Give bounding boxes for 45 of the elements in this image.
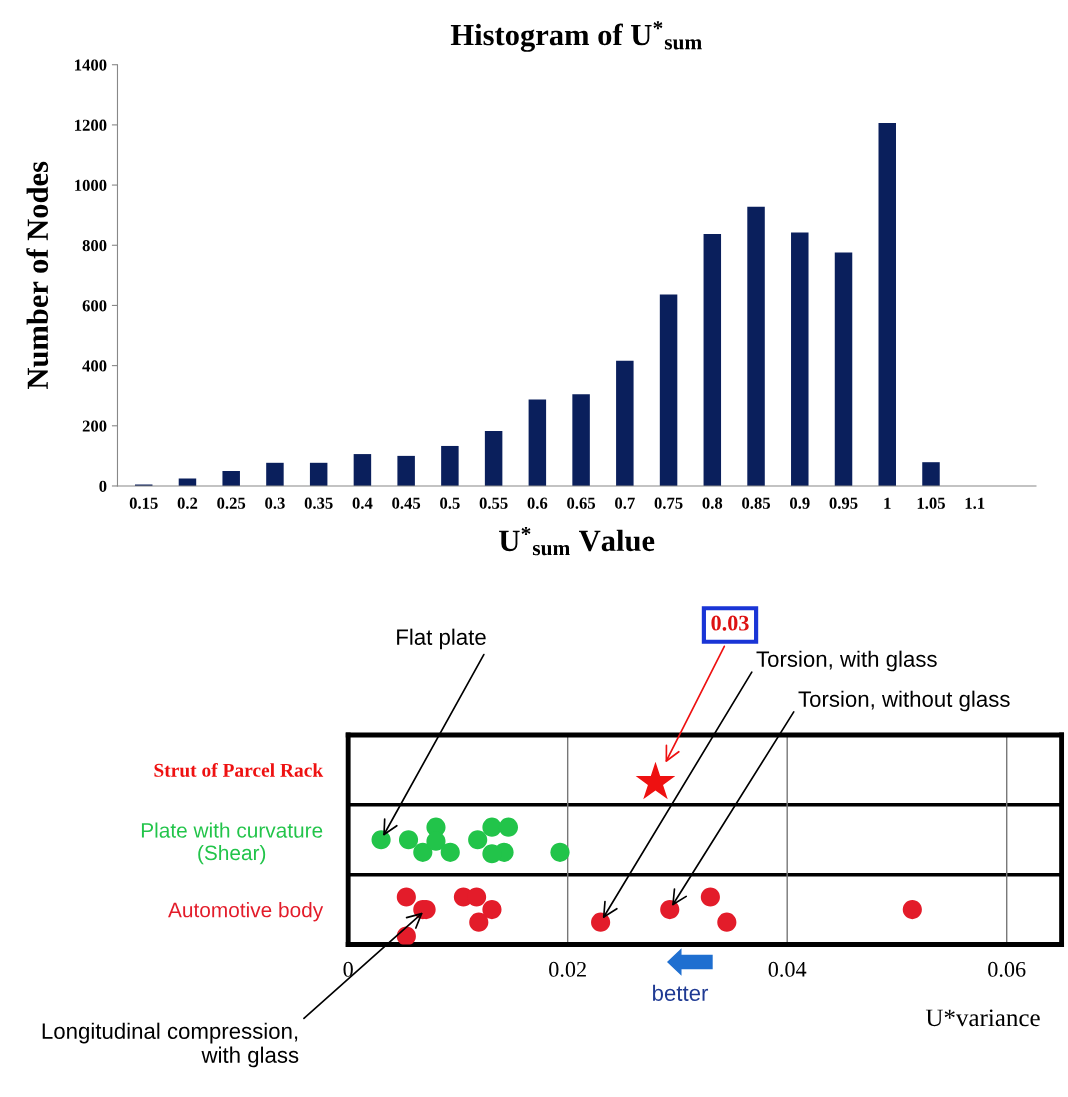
y-tick-label: Plate with curvature (Shear) [141,822,323,865]
x-tick-label: 0.9 [790,497,810,509]
x-tick-label: 0.7 [615,497,635,509]
y-tick-label: 1000 [75,179,107,192]
y-tick-label: 600 [82,300,107,312]
x-tick-label: 0.04 [768,961,807,977]
y-tick-label: 1200 [75,119,107,131]
x-tick-label: 0.95 [829,497,858,509]
x-tick-label: 0 [343,961,353,977]
x-tick-label: 0.4 [352,497,373,509]
x-tick-label: 0.8 [702,497,723,509]
y-tick-label: 400 [82,360,107,372]
text: 0.03 [711,615,749,631]
x-tick-label: 0.02 [549,961,586,977]
x-tick-label: 0.06 [988,961,1026,977]
x-axis-title: U$^{*}$$_{sum}$ Value [499,526,655,556]
x-tick-label: 0.85 [742,497,771,509]
x-tick-label: 0.45 [392,497,421,509]
x-tick-label: 0.55 [479,497,508,509]
x-tick-label: 1.05 [917,497,945,509]
y-tick-label: 200 [82,420,107,432]
x-tick-label: 0.6 [527,497,548,509]
text: better [653,984,709,1001]
annotation: Longitudinal compression, with glass [42,1022,299,1068]
x-tick-label: 0.35 [304,497,333,509]
x-axis-title: U*variance [925,1009,1040,1027]
y-tick-label: Automotive body [168,902,324,922]
y-tick-label: 800 [82,239,107,252]
x-tick-label: 0.75 [654,497,683,509]
x-tick-label: 1.1 [965,497,985,509]
x-tick-label: 0.3 [265,497,285,509]
y-axis-title: Number of Nodes [26,161,49,390]
x-tick-label: 0.65 [567,497,596,509]
x-tick-label: 0.15 [129,497,158,509]
annotation: Torsion, without glass [798,690,1010,712]
y-tick-label: 0 [99,480,107,492]
x-tick-label: 0.5 [440,497,460,509]
y-tick-label: Strut of Parcel Rack [154,762,324,777]
chart-title: Histogram of U$^{*}$$_{sum}$ [450,21,702,52]
x-tick-label: 1 [884,497,891,509]
y-tick-label: 1400 [75,59,107,71]
x-tick-label: 0.2 [177,497,198,509]
annotation: Flat plate [397,628,486,650]
x-tick-label: 0.25 [217,497,246,509]
annotation: Torsion, with glass [756,650,937,672]
